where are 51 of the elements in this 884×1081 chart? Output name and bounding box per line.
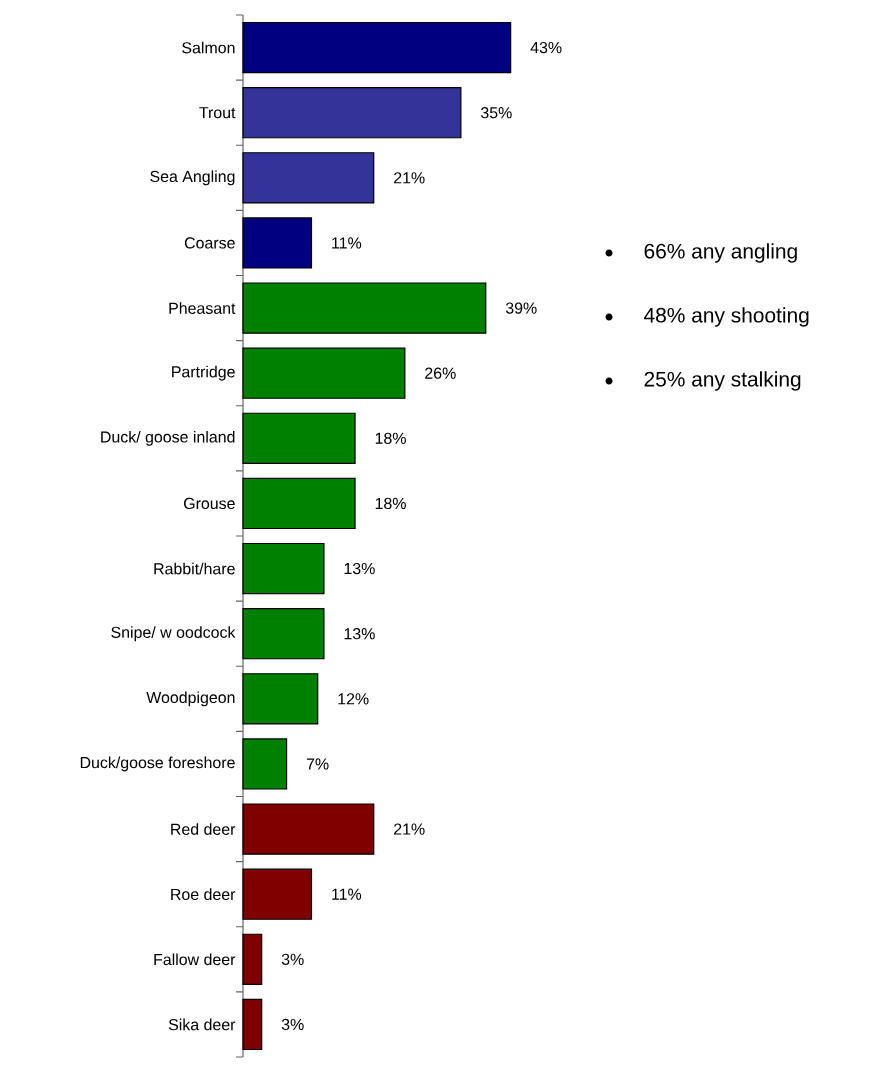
bar [242, 87, 462, 139]
text: 66% any angling [644, 243, 797, 263]
data-label: 12% [338, 693, 369, 705]
y-tick-label: Grouse [184, 497, 235, 510]
data-label: 18% [375, 432, 406, 444]
bar [242, 412, 356, 464]
y-tick-label: Salmon [182, 41, 235, 54]
bar [242, 998, 263, 1051]
bar [242, 282, 487, 334]
y-tick-label: Sea Angling [150, 170, 235, 186]
y-tick-label: Red deer [171, 823, 236, 835]
data-label: 21% [394, 823, 425, 835]
data-label: 18% [375, 497, 406, 510]
data-label: 3% [281, 1018, 304, 1031]
bar [242, 217, 313, 269]
y-tick-label: Roe deer [171, 888, 236, 901]
text: 25% any stalking [644, 371, 801, 391]
y-tick-label: Fallow deer [154, 953, 236, 966]
y-tick-label: Sika deer [168, 1018, 236, 1031]
data-label: 11% [332, 888, 362, 900]
bar [242, 738, 288, 790]
data-label: 7% [306, 758, 329, 770]
bar [242, 542, 325, 595]
data-label: 26% [425, 367, 456, 379]
y-tick-label: Woodpigeon [146, 691, 235, 707]
y-tick-label: Rabbit/hare [154, 562, 235, 575]
data-label: 43% [530, 41, 562, 54]
bar [242, 152, 375, 204]
data-label: 11% [332, 237, 362, 249]
bar [242, 868, 313, 920]
y-tick-label: Partridge [172, 365, 235, 381]
data-label: 21% [394, 172, 425, 184]
text: 48% any shooting [644, 307, 809, 327]
y-tick-label: Trout [199, 107, 236, 119]
bar [242, 347, 406, 399]
y-tick-label: Duck/ goose inland [101, 430, 235, 446]
bar [242, 933, 263, 985]
data-label: 13% [344, 562, 375, 575]
bar [242, 477, 356, 530]
bar [242, 608, 325, 660]
y-tick-label: Pheasant [169, 302, 236, 314]
y-tick-label: Duck/goose foreshore [80, 756, 235, 772]
y-tick-label: Snipe/ w oodcock [111, 626, 236, 642]
data-label: 39% [505, 302, 537, 314]
data-label: 3% [281, 953, 304, 965]
bar [242, 803, 375, 855]
bar [242, 673, 319, 725]
data-label: 13% [344, 628, 375, 640]
y-tick-label: Coarse [184, 237, 235, 249]
data-label: 35% [481, 107, 512, 119]
bar [242, 21, 512, 74]
